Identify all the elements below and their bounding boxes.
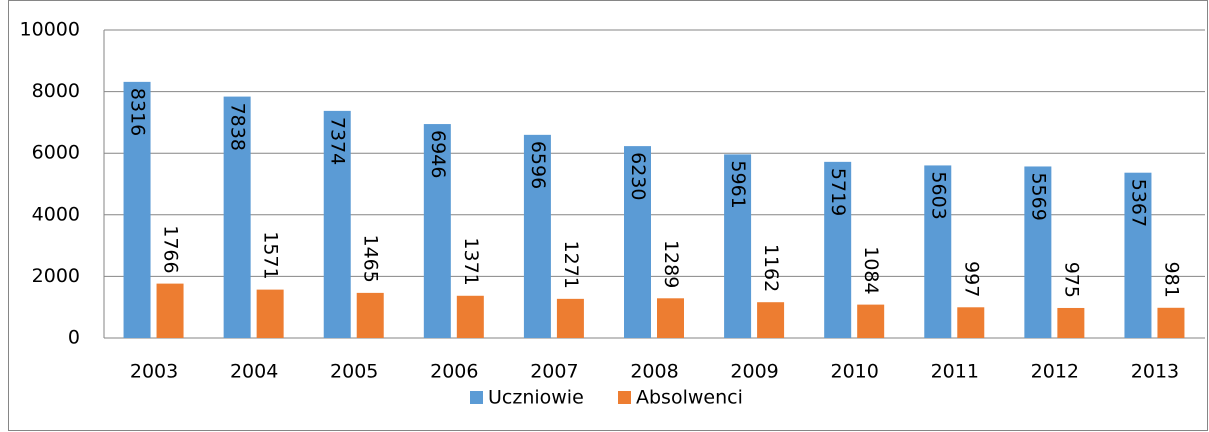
bar (256, 289, 284, 338)
bar (1024, 166, 1052, 338)
x-tick-label: 2011 (931, 361, 979, 383)
bar (1057, 307, 1085, 338)
data-label: 5603 (927, 171, 949, 219)
x-tick-label: 2008 (630, 361, 678, 383)
bar (456, 295, 484, 338)
x-tick-label: 2003 (130, 361, 178, 383)
data-label: 1465 (360, 235, 382, 283)
data-label: 5961 (727, 160, 749, 208)
data-label: 6230 (627, 152, 649, 200)
legend-swatch (470, 391, 483, 404)
data-label: 5367 (1127, 179, 1149, 227)
bar (957, 307, 985, 338)
bar (123, 81, 151, 339)
data-label: 1766 (160, 225, 182, 273)
data-label: 5719 (827, 168, 849, 216)
bar (523, 134, 551, 338)
bar (757, 302, 785, 338)
chart-border (8, 0, 1208, 431)
y-tick-label: 0 (68, 327, 80, 349)
bar (323, 110, 351, 338)
y-tick-label: 10000 (20, 19, 80, 41)
data-label: 1084 (860, 246, 882, 294)
data-label: 6596 (527, 141, 549, 189)
data-label: 1162 (760, 244, 782, 292)
bar (824, 161, 852, 338)
x-tick-label: 2010 (831, 361, 879, 383)
x-tick-label: 2005 (330, 361, 378, 383)
data-label: 8316 (127, 88, 149, 136)
x-tick-label: 2013 (1131, 361, 1179, 383)
data-label: 7374 (327, 117, 349, 165)
bar (1124, 172, 1152, 338)
bar (924, 165, 952, 338)
y-tick-label: 4000 (32, 203, 80, 225)
data-label: 6946 (427, 130, 449, 178)
bar (1157, 307, 1185, 338)
x-tick-label: 2009 (730, 361, 778, 383)
bar (156, 283, 184, 338)
data-label: 1571 (260, 231, 282, 279)
y-tick-label: 8000 (32, 80, 80, 102)
legend-swatch (618, 391, 631, 404)
y-tick-label: 6000 (32, 142, 80, 164)
legend-label: Absolwenci (636, 387, 743, 409)
bar (724, 154, 752, 338)
data-label: 5569 (1027, 172, 1049, 220)
bar (356, 292, 384, 338)
data-label: 7838 (227, 103, 249, 151)
bar (223, 96, 251, 338)
data-label: 1371 (460, 237, 482, 285)
x-tick-label: 2004 (230, 361, 278, 383)
data-label: 1289 (660, 240, 682, 288)
data-label: 1271 (560, 240, 582, 288)
data-label: 997 (960, 261, 982, 297)
bar (857, 304, 885, 338)
data-label: 975 (1060, 262, 1082, 298)
x-tick-label: 2012 (1031, 361, 1079, 383)
bar (624, 146, 651, 338)
y-tick-label: 2000 (32, 265, 80, 287)
data-label: 981 (1160, 262, 1182, 298)
bar (657, 298, 684, 338)
legend-label: Uczniowie (488, 387, 584, 409)
x-tick-label: 2006 (430, 361, 478, 383)
x-tick-label: 2007 (530, 361, 578, 383)
bar (556, 298, 584, 338)
bar (423, 124, 451, 338)
